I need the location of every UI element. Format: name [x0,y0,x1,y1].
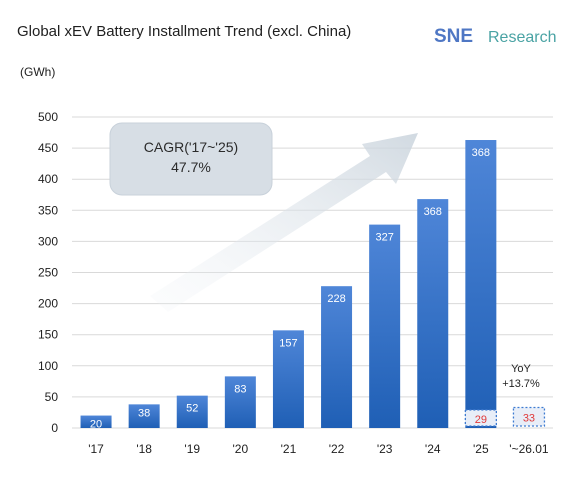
x-tick-label: '~26.01 [509,442,549,456]
cagr-box [109,122,273,196]
bar [272,330,304,428]
x-axis-ticks: '17 '18 '19 '20 '21 '22 '23 '24 '25 '~26.01 [88,442,549,456]
monthly-box-label: 33 [523,413,535,425]
bar-value-label: 83 [234,383,246,395]
cagr-value: 47.7% [171,159,211,175]
bar [369,224,401,428]
y-tick-label: 100 [38,359,58,373]
y-tick-label: 200 [38,297,58,311]
y-tick-label: 50 [45,390,59,404]
y-axis-ticks: 0 50 100 150 200 250 300 350 400 450 500 [38,110,58,435]
bar-value-label: 368 [424,206,442,218]
cagr-label: CAGR('17~'25) [144,139,238,155]
sne-research-logo: SNE Research [434,26,556,47]
bar-value-label: 368 [472,147,490,159]
y-axis-unit: (GWh) [20,65,55,79]
y-tick-label: 500 [38,110,58,124]
bar-value-label: 20 [90,419,102,431]
bar-value-label: 38 [138,407,150,419]
bar [80,415,112,428]
y-tick-label: 450 [38,141,58,155]
monthly-box [512,406,546,427]
x-tick-label: '17 [88,442,104,456]
bars: 20 38 52 83 157 228 327 368 368 29 33 [80,140,546,431]
bar-value-label: 157 [279,337,297,349]
yoy-value: +13.7% [502,378,540,390]
bar [465,140,497,428]
chart-title: Global xEV Battery Installment Trend (ex… [17,23,351,40]
y-tick-label: 250 [38,266,58,280]
bar [176,395,208,428]
bar [128,404,160,428]
bar-value-label: 228 [327,293,345,305]
logo-suffix: Research [488,29,556,46]
monthly-box [464,409,498,427]
y-tick-label: 350 [38,203,58,217]
yoy-callout: YoY +13.7% [502,363,540,390]
growth-arrow [150,133,418,312]
x-tick-label: '23 [377,442,393,456]
bar [224,376,256,428]
x-tick-label: '21 [281,442,297,456]
cagr-callout: CAGR('17~'25) 47.7% [109,122,273,196]
bar-value-label: 52 [186,403,198,415]
x-tick-label: '22 [329,442,345,456]
x-tick-label: '18 [136,442,152,456]
x-tick-label: '24 [425,442,441,456]
y-tick-label: 400 [38,172,58,186]
x-tick-label: '25 [473,442,489,456]
y-tick-label: 0 [51,421,58,435]
bar [321,286,353,428]
x-tick-label: '19 [184,442,200,456]
logo-brand: SNE [434,26,473,47]
y-tick-label: 300 [38,234,58,248]
monthly-box-label: 29 [475,414,487,426]
x-tick-label: '20 [233,442,249,456]
yoy-label: YoY [511,363,531,375]
y-tick-label: 150 [38,328,58,342]
bar-value-label: 327 [375,232,393,244]
bar [417,199,449,428]
